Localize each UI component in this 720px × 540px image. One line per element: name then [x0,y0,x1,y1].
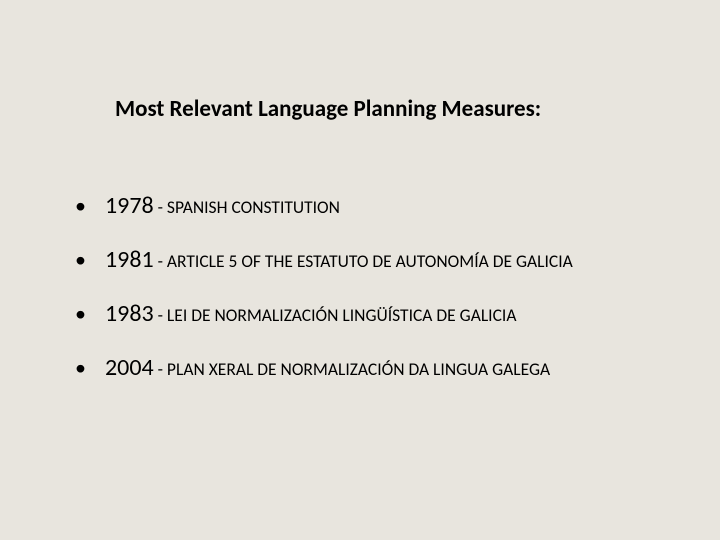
list-item: 1981 - ARTICLE 5 OF THE ESTATUTO DE AUTO… [75,242,665,278]
slide: Most Relevant Language Planning Measures… [0,0,720,540]
item-year: 1981 [105,245,154,274]
list-item: 1978 - SPANISH CONSTITUTION [75,188,665,224]
item-desc: - ARTICLE 5 OF THE ESTATUTO DE AUTONOMÍA… [154,250,573,272]
item-year: 2004 [105,353,154,382]
item-year: 1983 [105,299,154,328]
list-item: 1983 - LEI DE NORMALIZACIÓN LINGÜÍSTICA … [75,296,665,332]
item-year: 1978 [105,191,154,220]
measures-list: 1978 - SPANISH CONSTITUTION 1981 - ARTIC… [55,188,665,386]
item-desc: - SPANISH CONSTITUTION [154,196,340,218]
item-desc: - LEI DE NORMALIZACIÓN LINGÜÍSTICA DE GA… [154,304,517,326]
list-item: 2004 - PLAN XERAL DE NORMALIZACIÓN DA LI… [75,350,665,386]
item-desc: - PLAN XERAL DE NORMALIZACIÓN DA LINGUA … [154,358,550,380]
slide-title: Most Relevant Language Planning Measures… [115,95,665,123]
